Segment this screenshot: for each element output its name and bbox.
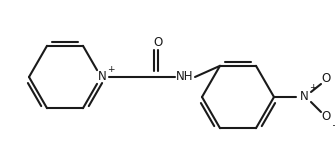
- Text: +: +: [107, 64, 115, 73]
- Text: O: O: [321, 111, 331, 124]
- Text: N: N: [299, 91, 309, 104]
- Text: N: N: [97, 71, 107, 84]
- Text: O: O: [321, 73, 331, 86]
- Text: +: +: [309, 84, 317, 93]
- Text: NH: NH: [176, 71, 194, 84]
- Text: O: O: [153, 36, 162, 49]
- Text: −: −: [331, 120, 335, 129]
